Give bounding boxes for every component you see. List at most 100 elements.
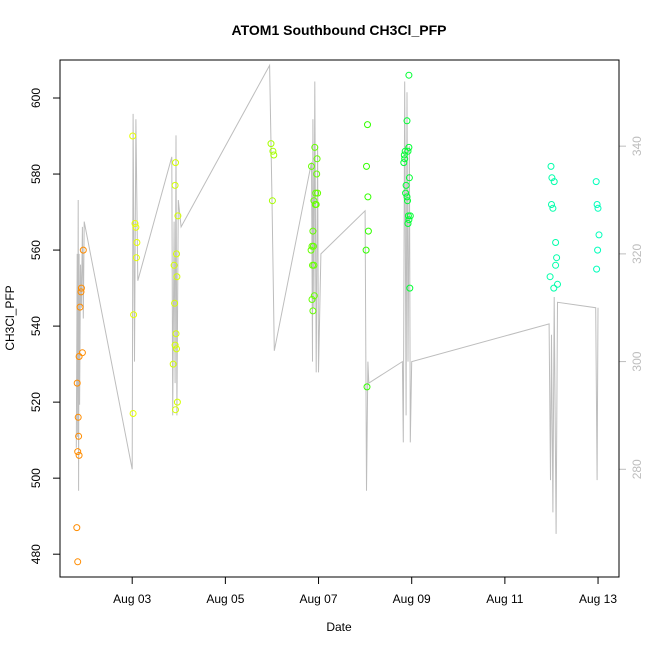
data-point (74, 558, 82, 566)
y-tick-label: 580 (29, 164, 43, 184)
y-tick-label: 480 (29, 544, 43, 564)
y2-tick-label: 340 (630, 136, 644, 156)
y2-tick-label: 320 (630, 244, 644, 264)
data-point (269, 147, 277, 155)
data-point (406, 284, 414, 292)
data-point (132, 254, 140, 262)
y2-tick-label: 300 (630, 351, 644, 371)
y-tick-label: 540 (29, 316, 43, 336)
plot-frame (59, 59, 620, 578)
data-point (174, 212, 182, 220)
data-point (546, 273, 554, 281)
data-point (595, 231, 603, 239)
data-point (549, 204, 557, 212)
data-point (77, 284, 85, 292)
data-point (171, 341, 179, 349)
data-point (173, 398, 181, 406)
data-point (173, 250, 180, 258)
data-point (363, 383, 371, 391)
data-point (405, 216, 413, 224)
data-point (405, 174, 413, 182)
x-tick-label: Aug 13 (579, 592, 617, 606)
data-point (76, 303, 84, 311)
data-point (403, 117, 411, 125)
x-tick-label: Aug 11 (486, 592, 523, 606)
data-point (310, 197, 318, 205)
data-point (170, 261, 178, 269)
data-point (74, 448, 82, 456)
y-tick-label: 600 (29, 88, 43, 108)
data-point (173, 273, 181, 281)
data-point (172, 330, 180, 338)
data-point (79, 246, 87, 254)
data-point (362, 246, 370, 254)
data-point (403, 193, 411, 201)
data-point (593, 201, 601, 208)
data-point (129, 410, 137, 417)
data-point (554, 280, 561, 288)
data-point (313, 170, 321, 178)
data-point (173, 345, 180, 353)
data-point (364, 121, 371, 129)
data-point (404, 212, 412, 220)
data-point (130, 311, 138, 319)
data-point (592, 178, 600, 186)
data-point (552, 261, 560, 269)
data-point (309, 242, 317, 250)
data-point (172, 406, 179, 414)
data-point (310, 261, 318, 269)
data-point (400, 159, 408, 167)
data-point (75, 451, 83, 459)
x-tick-label: Aug 03 (113, 592, 151, 606)
data-point (172, 159, 179, 167)
data-point (548, 201, 555, 208)
data-point (171, 181, 179, 189)
data-point (547, 162, 555, 170)
data-point (309, 307, 317, 315)
data-point (593, 265, 601, 273)
data-point (402, 189, 410, 197)
data-point (364, 193, 372, 201)
data-point (314, 189, 322, 197)
data-point (132, 223, 140, 231)
data-point (171, 299, 179, 307)
data-point (77, 288, 85, 296)
data-point (311, 143, 319, 151)
line-layer (75, 63, 599, 534)
data-point (402, 181, 410, 189)
data-point (169, 360, 177, 368)
data-point (75, 432, 83, 440)
y-tick-label: 520 (29, 392, 43, 412)
data-point (129, 132, 137, 140)
data-point (363, 162, 370, 170)
data-point (404, 220, 412, 227)
data-point (405, 71, 413, 79)
data-point (400, 151, 408, 159)
data-point (312, 189, 320, 197)
data-point (404, 197, 411, 205)
data-point (131, 220, 139, 227)
data-point (312, 201, 320, 208)
data-point (73, 524, 81, 532)
points-layer (73, 71, 603, 566)
data-point (267, 140, 275, 148)
data-point (401, 155, 409, 163)
data-point (406, 212, 414, 220)
data-point (308, 296, 316, 303)
data-point (401, 147, 409, 155)
data-point (307, 246, 315, 254)
data-point (310, 292, 318, 300)
data-point (313, 155, 321, 163)
data-point (550, 178, 558, 186)
data-point (594, 204, 602, 212)
data-point (548, 174, 556, 182)
data-point (594, 246, 602, 254)
data-point (133, 239, 141, 246)
x-axis-label: Date (326, 620, 352, 634)
y-tick-label: 560 (29, 240, 43, 260)
data-point (270, 151, 278, 159)
x-tick-label: Aug 07 (300, 592, 338, 606)
data-point (405, 143, 413, 151)
x-tick-label: Aug 05 (206, 592, 244, 606)
